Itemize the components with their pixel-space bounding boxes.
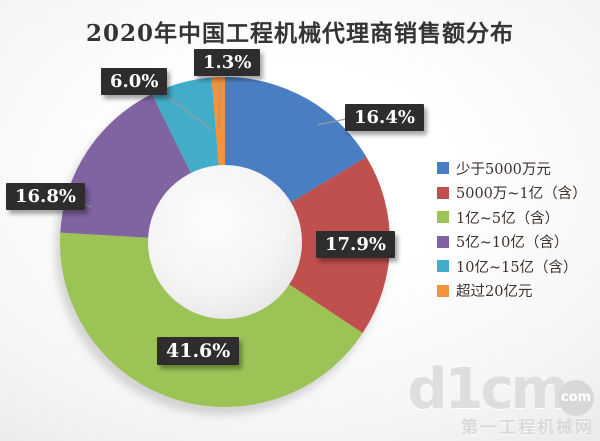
legend-label: 少于5000万元	[456, 161, 551, 178]
legend-item-5: 超过20亿元	[437, 279, 587, 304]
legend-item-3: 5亿~10亿（含）	[437, 230, 587, 255]
legend-swatch-icon	[437, 235, 449, 248]
legend-label: 1亿~5亿（含）	[456, 210, 560, 227]
legend-swatch-icon	[437, 260, 449, 273]
leader-line-1-3	[218, 83, 221, 130]
leader-line-16-4	[316, 118, 347, 126]
pie-slice-0	[225, 77, 367, 203]
data-label-1y-5y: 41.6%	[157, 337, 240, 365]
legend-item-0: 少于5000万元	[437, 156, 587, 181]
pie-slice-2	[59, 232, 363, 408]
legend-item-1: 5000万~1亿（含）	[437, 181, 587, 206]
legend-label: 5000万~1亿（含）	[456, 186, 587, 203]
legend-item-2: 1亿~5亿（含）	[437, 205, 587, 230]
donut-hole	[148, 165, 302, 319]
pie-slice-3	[60, 94, 192, 238]
watermark-logo-row: d1cm com	[407, 362, 594, 418]
pie-slice-5	[211, 77, 225, 167]
watermark-com-badge: com	[558, 380, 594, 416]
legend-swatch-icon	[437, 284, 449, 297]
watermark-logo-text: d1cm	[407, 357, 569, 422]
watermark-logo: d1cm com 第一工程机械网	[407, 362, 594, 437]
data-label-over-20y: 1.3%	[194, 49, 261, 76]
legend-label: 10亿~15亿（含）	[456, 259, 578, 276]
legend: 少于5000万元 5000万~1亿（含） 1亿~5亿（含） 5亿~10亿（含） 10亿~…	[437, 156, 587, 303]
data-label-under-5000w: 16.4%	[345, 104, 424, 131]
legend-swatch-icon	[437, 186, 449, 199]
legend-label: 5亿~10亿（含）	[456, 235, 569, 252]
data-label-5y-10y: 16.8%	[6, 183, 85, 210]
legend-swatch-icon	[437, 211, 449, 224]
watermark-site-name: 第一工程机械网	[461, 418, 594, 438]
chart-title: 2020年中国工程机械代理商销售额分布	[85, 20, 514, 47]
pie-slice-4	[151, 77, 219, 174]
legend-item-4: 10亿~15亿（含）	[437, 254, 587, 279]
legend-label: 超过20亿元	[456, 284, 533, 301]
data-label-10y-15y: 6.0%	[101, 68, 168, 95]
legend-swatch-icon	[437, 162, 449, 175]
data-label-5000w-1y: 17.9%	[316, 231, 395, 258]
